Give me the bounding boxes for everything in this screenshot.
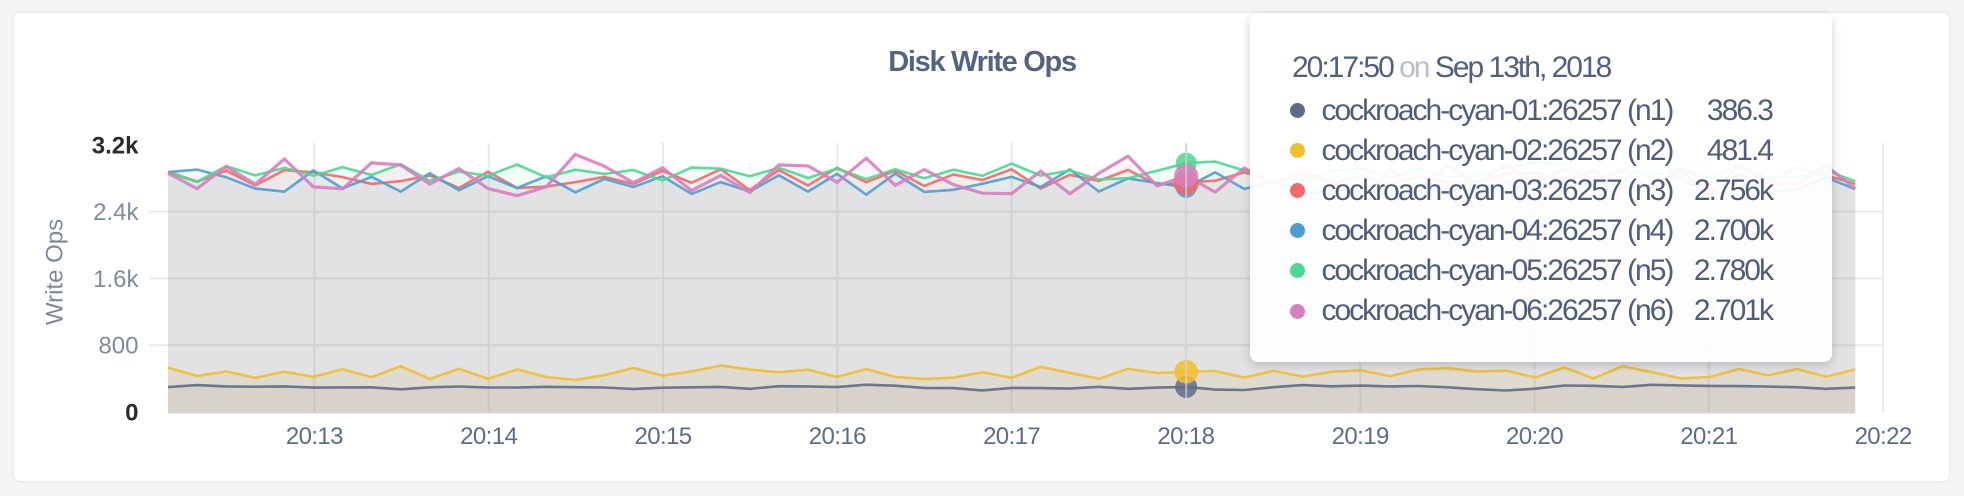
svg-text:20:14: 20:14 [460, 423, 517, 450]
svg-text:20:15: 20:15 [634, 423, 691, 450]
svg-text:20:17: 20:17 [983, 423, 1040, 450]
svg-text:20:19: 20:19 [1332, 423, 1389, 450]
svg-text:2.4k: 2.4k [93, 199, 139, 226]
svg-text:800: 800 [98, 333, 138, 360]
svg-text:1.6k: 1.6k [93, 266, 139, 293]
svg-text:20:21: 20:21 [1680, 423, 1737, 450]
svg-text:3.2k: 3.2k [92, 132, 139, 159]
svg-text:20:13: 20:13 [286, 423, 343, 450]
svg-text:20:16: 20:16 [809, 423, 866, 450]
svg-text:Write Ops: Write Ops [42, 219, 69, 325]
svg-text:20:22: 20:22 [1855, 423, 1912, 450]
svg-text:0: 0 [125, 400, 138, 427]
svg-text:20:20: 20:20 [1506, 423, 1563, 450]
svg-text:20:18: 20:18 [1157, 423, 1214, 450]
